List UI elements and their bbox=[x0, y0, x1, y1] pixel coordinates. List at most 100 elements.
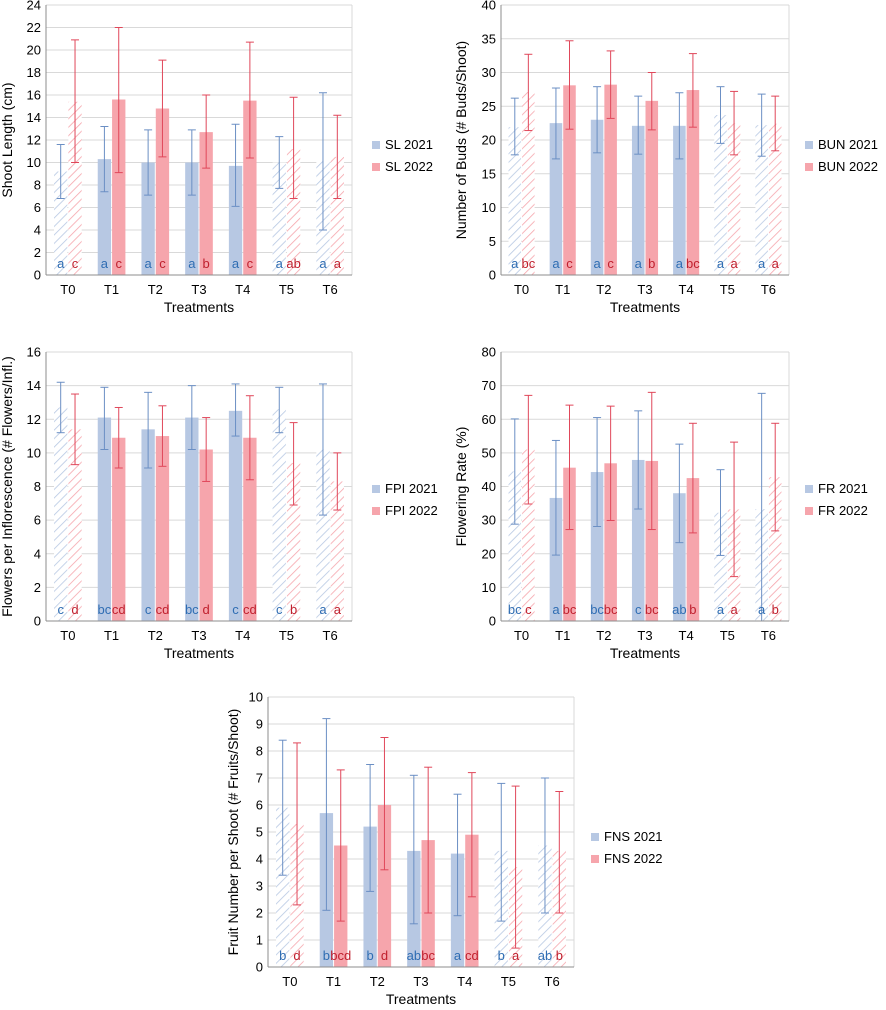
x-tick-label: T2 bbox=[596, 282, 611, 297]
bar-2022-t6 bbox=[768, 123, 782, 275]
legend-label: BUN 2022 bbox=[818, 159, 878, 174]
y-tick-label: 20 bbox=[27, 43, 41, 58]
legend-label: SL 2022 bbox=[385, 159, 433, 174]
x-tick-label: T4 bbox=[235, 628, 250, 643]
y-axis-title: Shoot Length (cm) bbox=[0, 82, 15, 197]
significance-letter: b bbox=[498, 948, 505, 963]
bar-2021-t4 bbox=[673, 125, 686, 275]
y-tick-label: 40 bbox=[482, 0, 496, 13]
bar-2022-t4 bbox=[686, 478, 700, 621]
x-tick-label: T0 bbox=[514, 628, 529, 643]
significance-letter: c bbox=[276, 602, 283, 617]
y-tick-label: 50 bbox=[482, 445, 496, 460]
bar-2022-t3 bbox=[199, 449, 213, 621]
significance-letter: a bbox=[454, 948, 462, 963]
y-tick-label: 8 bbox=[34, 178, 41, 193]
significance-letter: a bbox=[772, 256, 780, 271]
significance-letter: d bbox=[203, 602, 210, 617]
bar-2022-t0 bbox=[522, 92, 535, 275]
y-tick-label: 8 bbox=[256, 744, 263, 759]
x-tick-label: T2 bbox=[148, 628, 163, 643]
y-tick-label: 12 bbox=[27, 133, 41, 148]
significance-letter: c bbox=[159, 256, 166, 271]
bar-2022-t3 bbox=[645, 100, 659, 275]
y-tick-label: 5 bbox=[489, 234, 496, 249]
significance-letter: a bbox=[57, 256, 65, 271]
x-tick-label: T4 bbox=[679, 628, 694, 643]
significance-letter: a bbox=[593, 256, 601, 271]
bar-2021-t1 bbox=[97, 417, 112, 621]
y-tick-label: 24 bbox=[27, 0, 41, 13]
bar-2021-t0 bbox=[508, 127, 522, 275]
significance-letter: a bbox=[101, 256, 109, 271]
significance-letter: a bbox=[730, 602, 738, 617]
bar-2022-t2 bbox=[604, 84, 617, 276]
significance-letter: bc bbox=[563, 602, 577, 617]
y-tick-label: 16 bbox=[27, 345, 41, 360]
y-tick-label: 2 bbox=[34, 245, 41, 260]
significance-letter: cd bbox=[112, 602, 126, 617]
significance-letter: a bbox=[730, 256, 738, 271]
bar-2022-t1 bbox=[563, 85, 576, 275]
legend-label: FPI 2022 bbox=[385, 503, 438, 518]
bar-2021-t0 bbox=[54, 171, 68, 275]
bar-2022-t4 bbox=[465, 834, 479, 967]
legend-swatch bbox=[372, 163, 380, 171]
significance-letter: a bbox=[319, 256, 327, 271]
significance-letter: bc bbox=[185, 602, 199, 617]
x-tick-label: T3 bbox=[413, 974, 428, 989]
x-tick-label: T0 bbox=[60, 628, 75, 643]
x-tick-label: T3 bbox=[637, 628, 652, 643]
bar-2022-t1 bbox=[112, 99, 126, 275]
bar-2022-t2 bbox=[155, 108, 170, 275]
bar-2022-t2 bbox=[604, 463, 617, 621]
x-tick-label: T0 bbox=[60, 282, 75, 297]
significance-letter: a bbox=[232, 256, 240, 271]
bar-2022-t4 bbox=[243, 437, 257, 621]
legend-swatch bbox=[805, 485, 813, 493]
x-tick-label: T6 bbox=[545, 974, 560, 989]
significance-letter: c bbox=[145, 602, 152, 617]
significance-letter: a bbox=[334, 602, 342, 617]
bar-2021-t4 bbox=[228, 165, 243, 275]
bar-2022-t6 bbox=[768, 477, 782, 621]
significance-letter: b bbox=[323, 948, 330, 963]
y-tick-label: 10 bbox=[27, 155, 41, 170]
x-tick-label: T1 bbox=[555, 282, 570, 297]
y-tick-label: 10 bbox=[27, 445, 41, 460]
significance-letter: c bbox=[57, 602, 64, 617]
y-tick-label: 30 bbox=[482, 65, 496, 80]
x-tick-label: T1 bbox=[104, 282, 119, 297]
bar-2021-t3 bbox=[185, 417, 199, 621]
significance-letter: bc bbox=[521, 256, 535, 271]
significance-letter: c bbox=[607, 256, 614, 271]
y-tick-label: 14 bbox=[27, 110, 41, 125]
x-axis-title: Treatments bbox=[386, 991, 456, 1007]
significance-letter: a bbox=[552, 602, 560, 617]
y-tick-label: 9 bbox=[256, 717, 263, 732]
significance-letter: a bbox=[334, 256, 342, 271]
significance-letter: a bbox=[758, 256, 766, 271]
x-tick-label: T5 bbox=[720, 628, 735, 643]
y-tick-label: 18 bbox=[27, 65, 41, 80]
y-tick-label: 35 bbox=[482, 31, 496, 46]
y-axis-title: Flowering Rate (%) bbox=[453, 427, 469, 547]
bar-2022-t6 bbox=[330, 156, 344, 275]
y-tick-label: 0 bbox=[256, 960, 263, 975]
legend-label: BUN 2021 bbox=[818, 137, 878, 152]
y-tick-label: 0 bbox=[34, 614, 41, 629]
bar-2021-t4 bbox=[673, 493, 686, 621]
significance-letter: c bbox=[566, 256, 573, 271]
significance-letter: b bbox=[689, 602, 696, 617]
significance-letter: ab bbox=[407, 948, 421, 963]
y-tick-label: 70 bbox=[482, 378, 496, 393]
y-tick-label: 20 bbox=[482, 546, 496, 561]
y-tick-label: 8 bbox=[34, 479, 41, 494]
bar-2022-t1 bbox=[112, 437, 126, 621]
x-tick-label: T2 bbox=[148, 282, 163, 297]
y-tick-label: 0 bbox=[489, 614, 496, 629]
